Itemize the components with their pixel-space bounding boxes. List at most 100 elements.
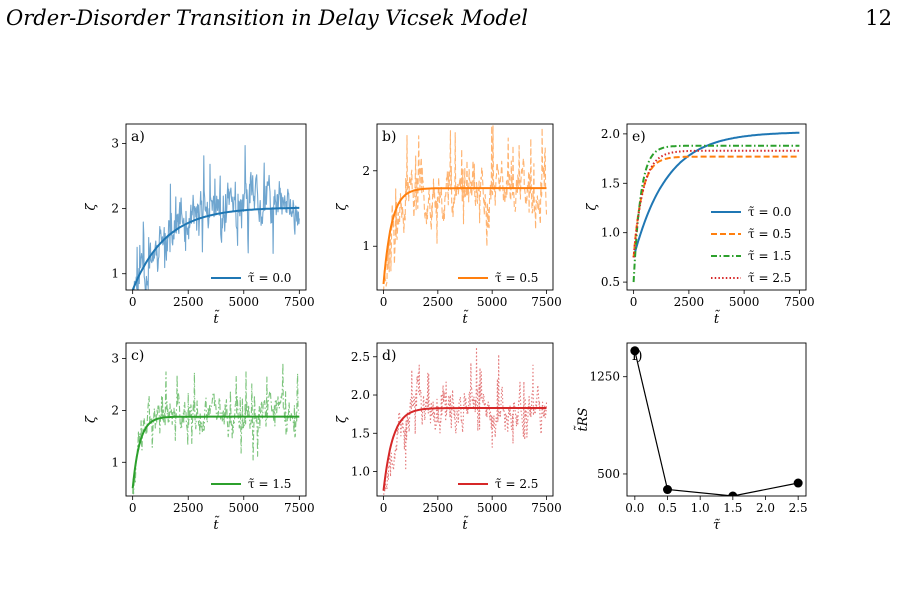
page-number: 12	[865, 6, 892, 30]
y-axis-label-d: ζ	[335, 415, 350, 423]
axes-frame-c	[125, 342, 307, 497]
x-axis-label-b: t̃	[462, 310, 468, 327]
panel-d: 0 2500 5000 7500 1.0 1.5 2.0 2.5 d) t̃ ζ τ̃ = 2.5	[335, 342, 562, 533]
panel-label-a: a)	[131, 129, 145, 145]
panel-c: 0 2500 5000 7500 1 2 3 c) t̃ ζ τ̃ = 1.5	[84, 342, 315, 533]
y-axis-label-b: ζ	[335, 203, 350, 211]
series-line-f	[634, 350, 799, 496]
legend-c: τ̃ = 1.5	[211, 477, 291, 491]
y-tick-label-b-0: 1	[362, 239, 370, 253]
y-tick-label-e-1: 1.0	[601, 226, 620, 240]
x-tick-label-a-2: 5000	[229, 295, 260, 309]
x-axis-label-c: t̃	[213, 516, 219, 533]
legend-label-e-0: τ̃ = 0.0	[748, 205, 791, 219]
x-tick-label-f-2: 1.0	[691, 501, 710, 515]
legend-label-e-2: τ̃ = 1.5	[748, 249, 791, 263]
plot-area-f	[630, 346, 803, 496]
data-point-0	[630, 346, 640, 356]
x-tick-label-e-0: 0	[630, 295, 638, 309]
axes-frame-a	[125, 123, 307, 291]
y-axis-label-f: t̃RS	[574, 407, 591, 431]
y-tick-label-d-2: 2.0	[351, 388, 370, 402]
data-point-3	[793, 478, 803, 488]
legend-label-d-0: τ̃ = 2.5	[495, 477, 538, 491]
y-tick-label-f-1: 1250	[589, 370, 620, 384]
legend-e: τ̃ = 0.0 τ̃ = 0.5 τ̃ = 1.5 τ̃ = 2.5	[711, 205, 791, 285]
x-tick-label-a-0: 0	[129, 295, 137, 309]
x-tick-label-d-2: 5000	[477, 501, 508, 515]
panel-f: 0.0 0.5 1.0 1.5 2.0 2.5 500 1250 f) τ̃ t̃RS	[574, 342, 808, 533]
x-tick-label-f-4: 2.0	[756, 501, 775, 515]
x-tick-label-f-3: 1.5	[723, 501, 742, 515]
plot-area-b	[382, 125, 548, 290]
plot-area-a	[131, 145, 300, 290]
x-tick-label-b-3: 7500	[531, 295, 562, 309]
legend-label-a-0: τ̃ = 0.0	[248, 271, 291, 285]
series-c-fit-1	[131, 415, 300, 489]
panel-label-e: e)	[632, 129, 646, 145]
series-b-fit-1	[382, 187, 547, 285]
plot-area-e	[632, 131, 800, 283]
series-a-noisy-0	[133, 145, 300, 290]
y-tick-label-d-0: 1.0	[351, 465, 370, 479]
legend-label-c-0: τ̃ = 1.5	[248, 477, 291, 491]
x-tick-label-b-1: 2500	[423, 295, 454, 309]
series-e-fit-3	[632, 149, 800, 258]
x-tick-label-c-2: 5000	[229, 501, 260, 515]
x-tick-label-c-0: 0	[129, 501, 137, 515]
data-point-1	[663, 485, 673, 495]
x-tick-label-e-3: 7500	[784, 295, 815, 309]
plot-area-c	[131, 362, 300, 495]
series-a-fit-1	[131, 206, 300, 290]
y-tick-label-e-3: 2.0	[601, 127, 620, 141]
data-point-2	[728, 491, 738, 496]
x-axis-label-e: t̃	[714, 310, 720, 327]
legend-label-e-3: τ̃ = 2.5	[748, 271, 791, 285]
y-tick-label-a-1: 2	[111, 202, 119, 216]
plot-area-d	[382, 346, 548, 496]
axes-frame-e	[626, 123, 807, 291]
x-axis-label-f: τ̃	[713, 518, 721, 533]
x-tick-label-a-1: 2500	[173, 295, 204, 309]
series-d-fit-1	[382, 407, 547, 491]
y-tick-label-c-0: 1	[111, 455, 119, 469]
axes-frame-b	[376, 123, 554, 291]
x-tick-label-a-3: 7500	[284, 295, 315, 309]
y-tick-label-e-2: 1.5	[601, 176, 620, 190]
y-tick-label-c-1: 2	[111, 403, 119, 417]
x-tick-label-b-2: 5000	[477, 295, 508, 309]
y-tick-label-a-0: 1	[111, 267, 119, 281]
y-axis-label-e: ζ	[585, 203, 600, 211]
series-c-noisy-0	[132, 362, 300, 495]
x-axis-label-d: t̃	[462, 516, 468, 533]
y-tick-label-b-1: 2	[362, 164, 370, 178]
x-tick-label-c-1: 2500	[173, 501, 204, 515]
legend-d: τ̃ = 2.5	[458, 477, 538, 491]
y-tick-label-e-0: 0.5	[601, 275, 620, 289]
legend-label-b-0: τ̃ = 0.5	[495, 271, 538, 285]
axes-frame-f	[626, 342, 807, 497]
x-tick-label-f-5: 2.5	[789, 501, 808, 515]
x-tick-label-f-0: 0.0	[625, 501, 644, 515]
x-tick-label-f-1: 0.5	[658, 501, 677, 515]
series-e-fit-1	[632, 155, 800, 258]
series-e-fit-2	[632, 144, 800, 283]
x-tick-label-b-0: 0	[380, 295, 388, 309]
panel-a: 0 2500 5000 7500 1 2 3 a) t̃ ζ τ̃ = 0.0	[84, 123, 315, 327]
running-title: Order-Disorder Transition in Delay Vicse…	[6, 6, 529, 30]
axes-frame-d	[376, 342, 554, 497]
x-axis-label-a: t̃	[213, 310, 219, 327]
panel-b: 0 2500 5000 7500 1 2 b) t̃ ζ τ̃ = 0.5	[335, 123, 562, 327]
y-tick-label-c-2: 3	[111, 352, 119, 366]
panel-label-f: f)	[632, 348, 643, 364]
y-tick-label-a-2: 3	[111, 137, 119, 151]
panel-label-b: b)	[382, 129, 396, 145]
y-axis-label-c: ζ	[84, 415, 99, 423]
y-tick-label-d-1: 1.5	[351, 426, 370, 440]
legend-b: τ̃ = 0.5	[458, 271, 538, 285]
legend-a: τ̃ = 0.0	[211, 271, 291, 285]
x-tick-label-d-0: 0	[380, 501, 388, 515]
y-tick-label-f-0: 500	[597, 467, 620, 481]
